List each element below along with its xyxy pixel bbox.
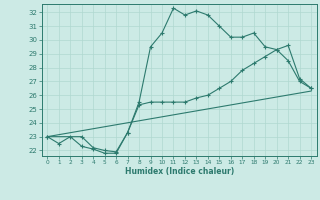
X-axis label: Humidex (Indice chaleur): Humidex (Indice chaleur) (124, 167, 234, 176)
